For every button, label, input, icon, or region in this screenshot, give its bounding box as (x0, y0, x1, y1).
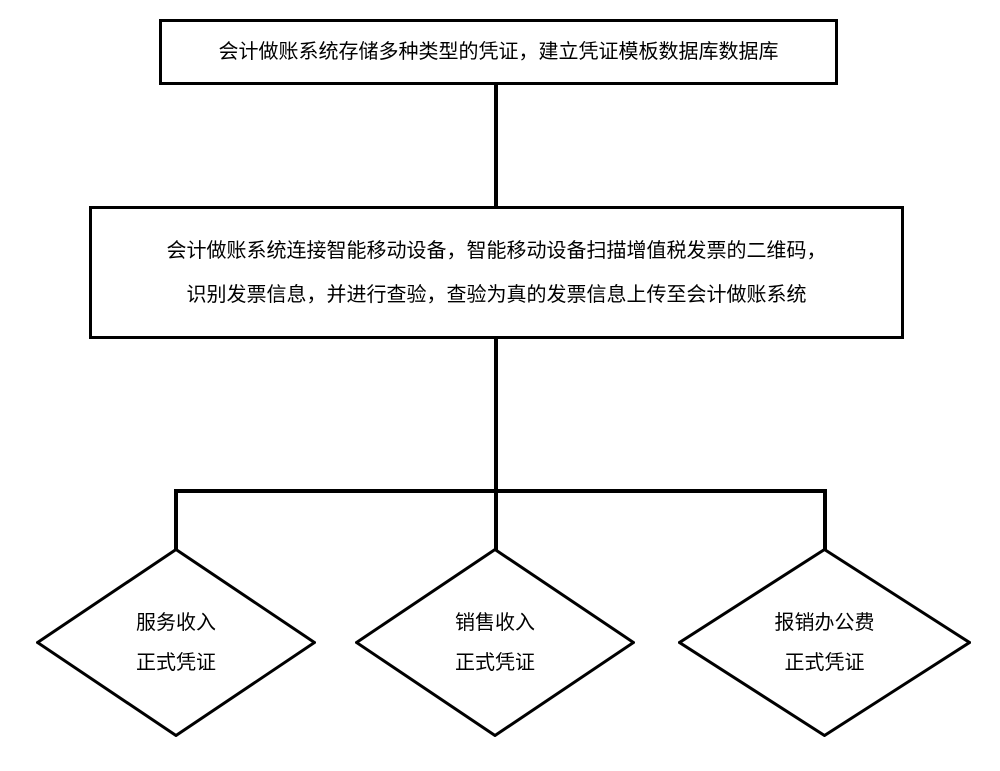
edge-n1-n2 (494, 85, 498, 206)
flow-node-rect-2: 会计做账系统连接智能移动设备，智能移动设备扫描增值税发票的二维码， 识别发票信息… (89, 206, 904, 339)
edge-branch-d2 (494, 489, 498, 551)
diamond-1-line1: 服务收入 (136, 603, 216, 643)
flow-node-diamond-1: 服务收入 正式凭证 (36, 548, 316, 737)
flow-node-diamond-2: 销售收入 正式凭证 (355, 548, 635, 737)
diamond-2-line2: 正式凭证 (455, 643, 535, 683)
edge-branch-d1 (174, 489, 178, 551)
flow-node-2-line2: 识别发票信息，并进行查验，查验为真的发票信息上传至会计做账系统 (167, 273, 827, 317)
edge-branch-d3 (823, 489, 827, 551)
edge-split-horizontal (174, 489, 827, 493)
diamond-3-line1: 报销办公费 (775, 603, 875, 643)
flow-node-diamond-3: 报销办公费 正式凭证 (678, 548, 971, 737)
diamond-2-line1: 销售收入 (455, 603, 535, 643)
diamond-3-line2: 正式凭证 (775, 643, 875, 683)
flow-node-1-text: 会计做账系统存储多种类型的凭证，建立凭证模板数据库数据库 (219, 30, 779, 74)
flow-node-2-line1: 会计做账系统连接智能移动设备，智能移动设备扫描增值税发票的二维码， (167, 229, 827, 273)
flow-node-rect-1: 会计做账系统存储多种类型的凭证，建立凭证模板数据库数据库 (159, 19, 838, 85)
diamond-1-line2: 正式凭证 (136, 643, 216, 683)
edge-n2-stem (494, 339, 498, 491)
